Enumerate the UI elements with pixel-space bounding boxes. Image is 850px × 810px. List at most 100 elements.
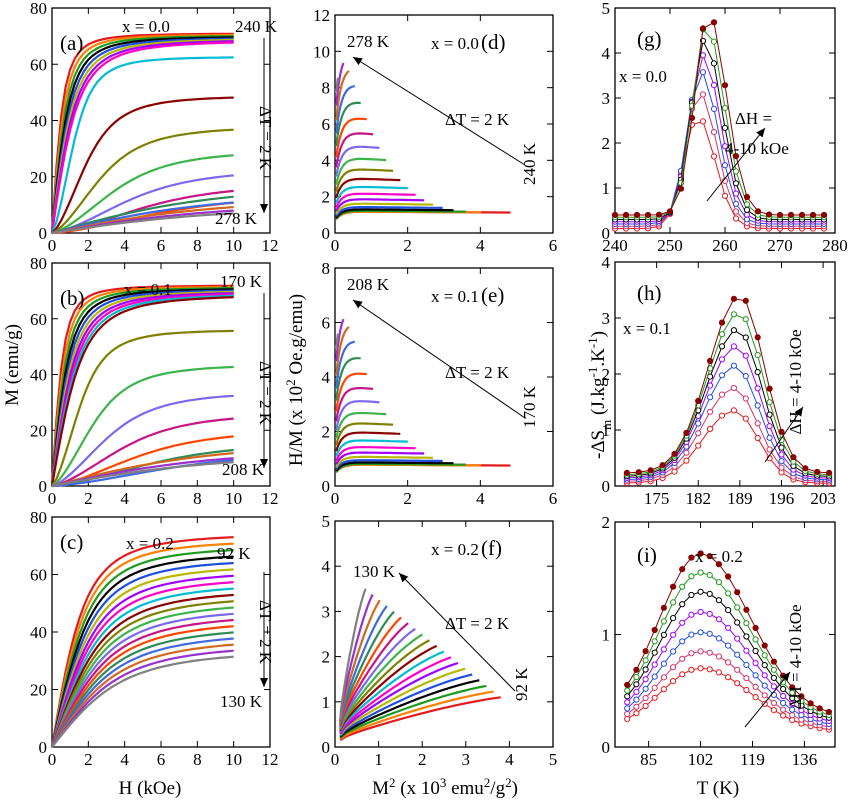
data-point — [725, 674, 732, 681]
data-point — [670, 615, 677, 622]
x-tick-label: 189 — [727, 489, 753, 508]
data-point — [770, 683, 778, 690]
data-point — [761, 652, 768, 659]
data-point — [734, 666, 741, 673]
annotation-arrow — [764, 406, 804, 463]
data-point — [651, 638, 658, 645]
y-tick-label: 1 — [602, 626, 611, 645]
plot-frame — [334, 520, 554, 748]
data-point — [642, 685, 649, 692]
series-line — [50, 587, 234, 748]
data-point — [725, 642, 732, 649]
data-point — [816, 705, 823, 712]
series-line — [335, 459, 443, 471]
series-line — [335, 340, 355, 389]
data-point — [697, 588, 704, 595]
data-point — [776, 211, 784, 219]
data-point — [743, 620, 750, 627]
x-tick-label: 1 — [374, 750, 383, 769]
series-line — [50, 33, 234, 234]
arrow-head — [756, 128, 765, 138]
data-point — [752, 672, 759, 679]
temp-top-label: 92 K — [217, 544, 251, 563]
y-tick-label: 8 — [322, 259, 331, 278]
data-point — [688, 591, 695, 599]
data-point — [624, 681, 631, 689]
data-point — [752, 660, 759, 667]
series-line — [335, 439, 408, 457]
data-point — [826, 469, 833, 476]
data-point — [730, 362, 738, 369]
series-line — [339, 679, 480, 738]
series-line — [335, 206, 443, 217]
y-tick-label: 6 — [322, 115, 331, 134]
data-point — [721, 124, 729, 132]
series-line — [50, 612, 234, 748]
temp-top-label: 130 K — [353, 562, 396, 581]
data-point — [789, 700, 796, 708]
series-line — [339, 599, 381, 723]
composition-label: x = 0.0 — [431, 34, 479, 53]
series-line — [335, 202, 434, 215]
y-tick-label: 40 — [30, 366, 47, 385]
annotation-arrow — [744, 671, 791, 728]
data-point — [707, 394, 714, 401]
data-point — [633, 673, 640, 681]
y-tick-label: 12 — [313, 6, 330, 25]
series-line — [335, 326, 350, 376]
data-point — [697, 608, 704, 616]
data-point — [706, 553, 713, 560]
data-point — [670, 648, 677, 655]
data-point — [770, 658, 778, 665]
data-point — [679, 671, 686, 678]
y-tick-label: 0 — [39, 224, 48, 243]
data-point — [743, 206, 751, 213]
series-line — [50, 290, 234, 487]
y-tick-label: 0 — [39, 738, 48, 757]
data-point — [743, 193, 751, 201]
data-point — [752, 624, 759, 632]
field-label: ΔH = — [735, 109, 772, 128]
x-tick-label: 280 — [822, 236, 848, 255]
data-point — [825, 708, 833, 716]
data-point — [778, 458, 785, 465]
temp-bottom-label: 208 K — [222, 460, 265, 479]
data-point — [670, 583, 677, 590]
series-line — [50, 542, 234, 748]
data-point — [633, 211, 641, 219]
series-line — [335, 85, 355, 134]
data-point — [644, 211, 652, 219]
data-point — [718, 331, 726, 338]
data-point — [660, 604, 668, 611]
data-point — [765, 211, 773, 218]
arrow-head — [260, 459, 268, 468]
data-point — [718, 372, 726, 379]
series-line — [335, 177, 401, 199]
data-point — [754, 402, 761, 409]
series-line — [335, 455, 434, 468]
series-line — [50, 561, 234, 748]
series-line — [50, 593, 234, 748]
series-line — [51, 655, 234, 748]
x-tick-label: 2 — [84, 236, 93, 255]
data-point — [715, 653, 723, 660]
data-point — [677, 185, 685, 192]
delta-t-label: ΔT = 2 K — [256, 361, 275, 426]
x-tick-label: 6 — [549, 489, 558, 508]
series-line — [51, 128, 234, 234]
data-point — [635, 469, 642, 476]
data-point — [651, 661, 658, 668]
panel-f: 0 1 2 3 4 5 0 1 2 3 4 5 (f)x = 0.2 130 K 92 K ΔT = 2 K — [322, 512, 558, 769]
data-point — [642, 694, 649, 702]
series-line — [51, 174, 234, 235]
curves — [335, 62, 511, 221]
series-line — [50, 284, 234, 487]
data-point — [730, 295, 738, 302]
data-point — [671, 450, 678, 457]
x-tick-label: 136 — [792, 750, 818, 769]
temp-bottom-label: 278 K — [215, 209, 258, 228]
data-point — [697, 569, 704, 576]
y-tick-label: 2 — [322, 188, 331, 207]
curves — [50, 284, 234, 488]
series-line — [50, 288, 234, 487]
